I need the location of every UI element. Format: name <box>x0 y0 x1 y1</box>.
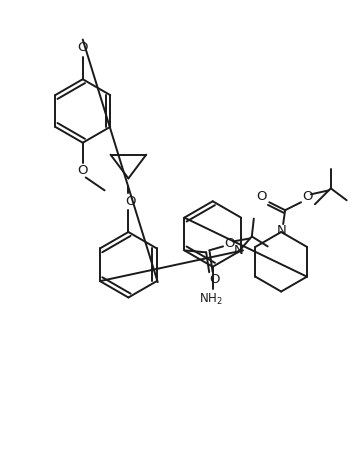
Text: N: N <box>276 224 286 236</box>
Text: O: O <box>303 190 313 203</box>
Text: O: O <box>78 164 88 177</box>
Text: O: O <box>224 237 234 250</box>
Text: NH$_2$: NH$_2$ <box>199 292 223 307</box>
Text: O: O <box>209 273 219 285</box>
Text: O: O <box>256 190 267 203</box>
Text: O: O <box>78 41 88 54</box>
Text: N: N <box>234 244 244 257</box>
Text: O: O <box>125 195 136 208</box>
